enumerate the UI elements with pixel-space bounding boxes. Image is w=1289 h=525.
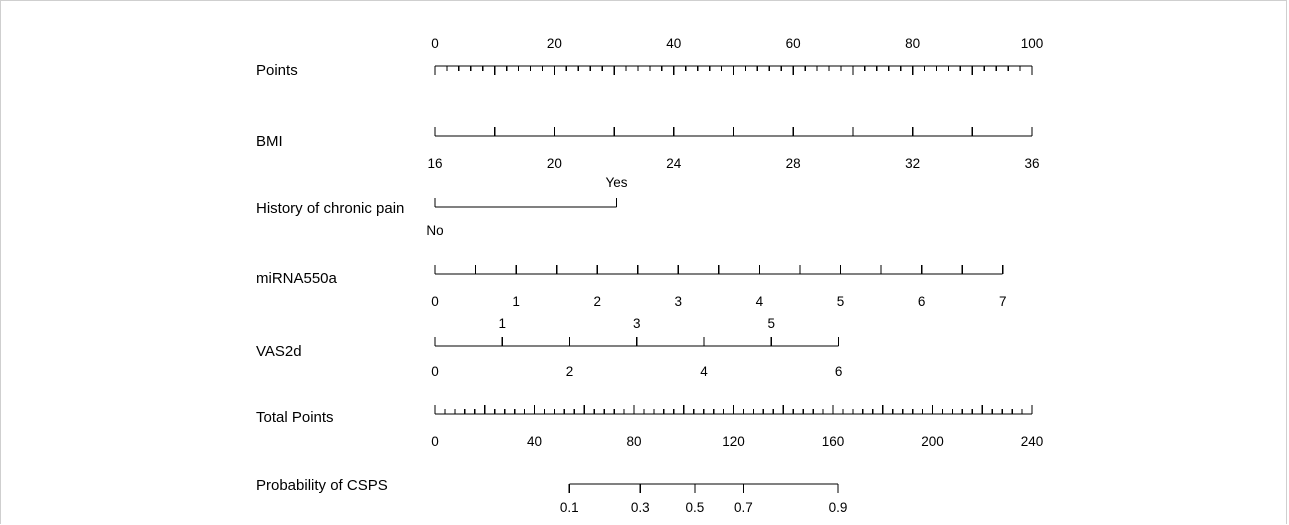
- row-label-points: Points: [256, 62, 298, 79]
- bmi-tick-label: 28: [786, 156, 801, 171]
- vas2d-tick-label: 3: [633, 316, 641, 331]
- mirna550a-tick-label: 0: [431, 294, 439, 309]
- probability-tick-label: 0.7: [734, 500, 753, 515]
- probability-tick-label: 0.5: [686, 500, 705, 515]
- row-label-bmi: BMI: [256, 133, 283, 150]
- bmi-tick-label: 24: [666, 156, 682, 171]
- vas2d-tick-label: 0: [431, 364, 439, 379]
- mirna550a-tick-label: 2: [593, 294, 601, 309]
- total-points-tick-label: 120: [722, 434, 745, 449]
- vas2d-tick-label: 4: [700, 364, 708, 379]
- row-label-mirna550a: miRNA550a: [256, 270, 338, 287]
- mirna550a-tick-label: 5: [837, 294, 845, 309]
- points-tick-label: 0: [431, 36, 439, 51]
- mirna550a-tick-label: 7: [999, 294, 1007, 309]
- total-points-tick-label: 80: [626, 434, 641, 449]
- bmi-tick-label: 20: [547, 156, 562, 171]
- vas2d-tick-label: 6: [835, 364, 843, 379]
- history-of-chronic-pain-level-label: No: [426, 223, 443, 238]
- bmi-tick-label: 16: [427, 156, 442, 171]
- history-of-chronic-pain-level-label: Yes: [605, 175, 627, 190]
- probability-tick-label: 0.3: [631, 500, 650, 515]
- row-label-vas2d: VAS2d: [256, 343, 302, 360]
- points-tick-label: 20: [547, 36, 562, 51]
- mirna550a-tick-label: 1: [512, 294, 520, 309]
- total-points-tick-label: 200: [921, 434, 944, 449]
- points-tick-label: 40: [666, 36, 681, 51]
- total-points-tick-label: 240: [1021, 434, 1044, 449]
- total-points-tick-label: 160: [822, 434, 845, 449]
- probability-tick-label: 0.1: [560, 500, 579, 515]
- mirna550a-tick-label: 3: [675, 294, 683, 309]
- points-tick-label: 80: [905, 36, 920, 51]
- row-label-probability-of-csps: Probability of CSPS: [256, 477, 388, 494]
- mirna550a-tick-label: 6: [918, 294, 926, 309]
- points-tick-label: 100: [1021, 36, 1044, 51]
- total-points-tick-label: 40: [527, 434, 542, 449]
- row-label-total-points: Total Points: [256, 409, 334, 426]
- points-tick-label: 60: [786, 36, 801, 51]
- probability-tick-label: 0.9: [829, 500, 848, 515]
- row-label-history-of-chronic-pain: History of chronic pain: [256, 200, 404, 217]
- bmi-tick-label: 32: [905, 156, 920, 171]
- vas2d-tick-label: 1: [499, 316, 507, 331]
- vas2d-tick-label: 5: [768, 316, 776, 331]
- vas2d-tick-label: 2: [566, 364, 574, 379]
- mirna550a-tick-label: 4: [756, 294, 764, 309]
- bmi-tick-label: 36: [1024, 156, 1039, 171]
- total-points-tick-label: 0: [431, 434, 439, 449]
